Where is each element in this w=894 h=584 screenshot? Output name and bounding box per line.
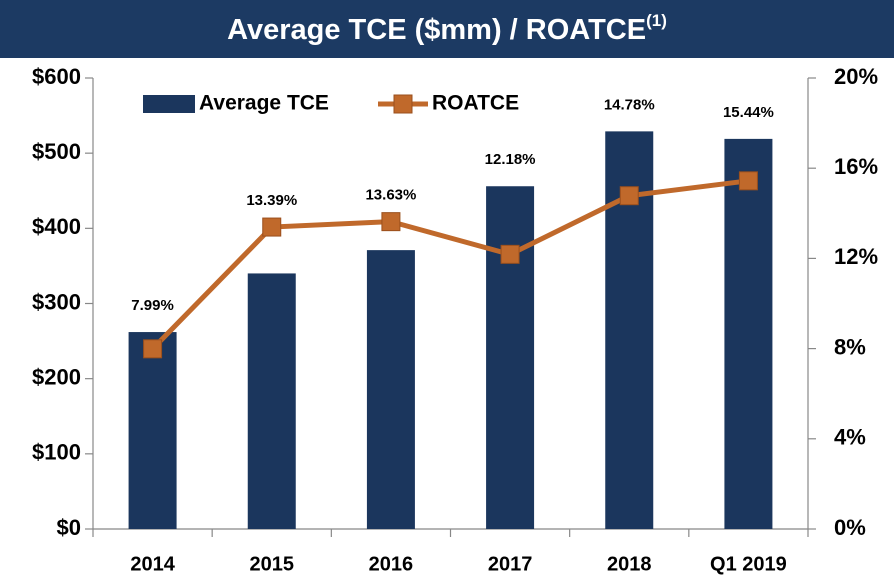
line-marker (500, 244, 520, 264)
line-marker (381, 212, 401, 232)
x-tick-label: 2016 (369, 553, 414, 575)
bar (724, 138, 773, 529)
x-tick-label: Q1 2019 (710, 553, 787, 575)
data-label: 13.63% (365, 187, 416, 204)
line (150, 178, 749, 351)
x-tick-label: 2018 (607, 553, 652, 575)
legend-marker (393, 94, 413, 114)
y2-tick-label: 4% (834, 425, 866, 450)
x-tick-label: 2017 (488, 553, 533, 575)
line-marker (143, 339, 163, 359)
bar (247, 273, 296, 529)
title-note: (1) (646, 11, 667, 30)
x-tick-label: 2015 (250, 553, 295, 575)
legend-label: ROATCE (432, 92, 519, 115)
y-tick-label: $300 (32, 289, 81, 314)
data-label: 13.39% (246, 192, 297, 209)
chart-title: Average TCE ($mm) / ROATCE(1) (227, 11, 667, 45)
legend-label: Average TCE (199, 92, 329, 115)
y2-tick-label: 12% (834, 244, 878, 269)
data-label: 14.78% (604, 96, 655, 113)
data-label: 7.99% (131, 297, 174, 314)
y-tick-label: $600 (32, 64, 81, 89)
bar (128, 332, 177, 529)
bar (366, 250, 415, 530)
line-marker (262, 217, 282, 237)
line-marker (738, 171, 758, 191)
y2-tick-label: 0% (834, 515, 866, 540)
title-band (0, 0, 894, 58)
data-label: 12.18% (485, 151, 536, 168)
x-tick-label: 2014 (130, 553, 175, 575)
y-tick-label: $0 (57, 515, 81, 540)
y-tick-label: $100 (32, 440, 81, 465)
data-label: 15.44% (723, 104, 774, 121)
y-tick-label: $200 (32, 364, 81, 389)
y2-tick-label: 20% (834, 64, 878, 89)
bar (486, 186, 535, 530)
y-tick-label: $400 (32, 214, 81, 239)
legend-swatch (143, 95, 195, 113)
y-tick-label: $500 (32, 139, 81, 164)
title-text: Average TCE ($mm) / ROATCE (227, 14, 646, 46)
y2-tick-label: 8% (834, 334, 866, 359)
line-marker (619, 186, 639, 206)
y2-tick-label: 16% (834, 154, 878, 179)
